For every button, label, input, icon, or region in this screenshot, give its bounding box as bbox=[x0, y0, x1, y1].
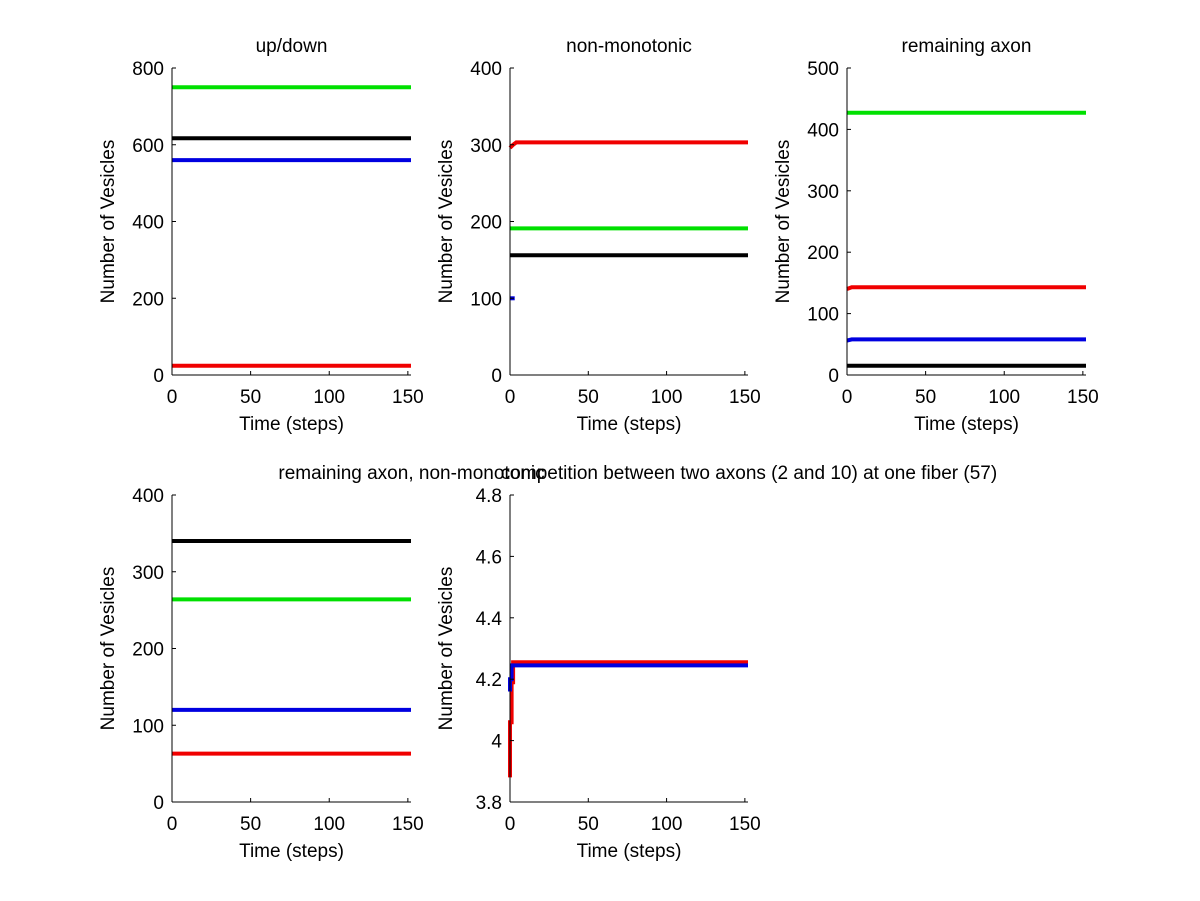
y-axis-label: Number of Vesicles bbox=[773, 140, 794, 304]
x-tick-label: 50 bbox=[578, 387, 599, 408]
y-tick-label: 400 bbox=[470, 59, 502, 80]
x-tick-label: 150 bbox=[1067, 387, 1099, 408]
x-tick-label: 100 bbox=[651, 387, 683, 408]
y-axis-label: Number of Vesicles bbox=[98, 140, 119, 304]
y-tick-label: 300 bbox=[470, 136, 502, 157]
y-axis-label: Number of Vesicles bbox=[436, 140, 457, 304]
chart-title: up/down bbox=[256, 36, 328, 57]
x-tick-label: 150 bbox=[729, 814, 761, 835]
x-tick-label: 0 bbox=[842, 387, 853, 408]
x-tick-label: 50 bbox=[578, 814, 599, 835]
y-tick-label: 300 bbox=[807, 182, 839, 203]
y-tick-label: 3.8 bbox=[476, 793, 502, 814]
y-tick-label: 800 bbox=[132, 59, 164, 80]
x-tick-label: 150 bbox=[729, 387, 761, 408]
y-tick-label: 100 bbox=[470, 289, 502, 310]
y-tick-label: 4.2 bbox=[476, 670, 502, 691]
y-tick-label: 200 bbox=[807, 243, 839, 264]
y-tick-label: 0 bbox=[153, 793, 164, 814]
chart-panel-2: 0 50 100 150 0 100 200 300 400 Time (steps) Number… bbox=[436, 36, 761, 435]
x-tick-label: 0 bbox=[167, 814, 178, 835]
x-tick-label: 100 bbox=[313, 387, 345, 408]
y-tick-label: 0 bbox=[491, 366, 502, 387]
x-tick-label: 150 bbox=[392, 387, 424, 408]
y-tick-label: 500 bbox=[807, 59, 839, 80]
x-tick-label: 100 bbox=[651, 814, 683, 835]
x-tick-label: 100 bbox=[313, 814, 345, 835]
y-tick-label: 200 bbox=[470, 213, 502, 234]
x-tick-label: 50 bbox=[915, 387, 936, 408]
y-tick-label: 400 bbox=[807, 120, 839, 141]
y-tick-label: 400 bbox=[132, 486, 164, 507]
y-tick-label: 200 bbox=[132, 640, 164, 661]
chart-panel-1: 0 50 100 150 0 200 400 600 800 Time (steps) Number… bbox=[98, 36, 424, 435]
series-line-red bbox=[508, 140, 748, 150]
y-tick-label: 4.4 bbox=[476, 609, 503, 630]
chart-panel-5: 0 50 100 150 3.8 4 4.2 4.4 4.6 4.8 Time (steps) Num… bbox=[436, 463, 997, 862]
x-tick-label: 0 bbox=[505, 387, 516, 408]
chart-title: non-monotonic bbox=[566, 36, 692, 57]
y-tick-label: 4.8 bbox=[476, 486, 502, 507]
x-tick-label: 50 bbox=[240, 387, 261, 408]
x-axis-label: Time (steps) bbox=[577, 414, 682, 435]
y-axis-label: Number of Vesicles bbox=[436, 567, 457, 731]
y-tick-label: 4 bbox=[491, 732, 502, 753]
x-axis-label: Time (steps) bbox=[914, 414, 1019, 435]
x-tick-label: 0 bbox=[167, 387, 178, 408]
x-tick-label: 0 bbox=[505, 814, 516, 835]
y-axis-label: Number of Vesicles bbox=[98, 567, 119, 731]
x-axis-label: Time (steps) bbox=[239, 841, 344, 862]
x-axis-label: Time (steps) bbox=[239, 414, 344, 435]
chart-panel-3: 0 50 100 150 0 100 200 300 400 500 Time (steps) Num… bbox=[773, 36, 1099, 435]
x-tick-label: 50 bbox=[240, 814, 261, 835]
y-tick-label: 100 bbox=[807, 305, 839, 326]
chart-title: competition between two axons (2 and 10)… bbox=[501, 463, 997, 484]
y-tick-label: 100 bbox=[132, 716, 164, 737]
series-line-blue bbox=[846, 337, 1086, 343]
y-tick-label: 0 bbox=[828, 366, 839, 387]
y-tick-label: 400 bbox=[132, 213, 164, 234]
y-tick-label: 600 bbox=[132, 136, 164, 157]
x-axis-label: Time (steps) bbox=[577, 841, 682, 862]
x-tick-label: 100 bbox=[988, 387, 1020, 408]
series-line-red bbox=[846, 285, 1086, 291]
y-tick-label: 200 bbox=[132, 289, 164, 310]
x-tick-label: 150 bbox=[392, 814, 424, 835]
y-tick-label: 4.6 bbox=[476, 547, 502, 568]
chart-title: remaining axon bbox=[902, 36, 1032, 57]
y-tick-label: 300 bbox=[132, 563, 164, 584]
chart-panel-4: 0 50 100 150 0 100 200 300 400 Time (steps) Number… bbox=[98, 463, 545, 862]
chart-title: remaining axon, non-monotonic bbox=[278, 463, 544, 484]
y-tick-label: 0 bbox=[153, 366, 164, 387]
